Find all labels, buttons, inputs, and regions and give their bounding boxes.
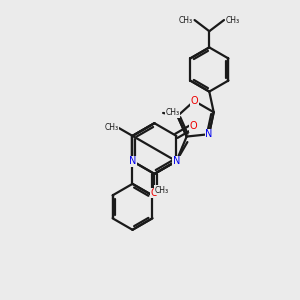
Text: CH₃: CH₃ <box>166 108 180 117</box>
Text: CH₃: CH₃ <box>154 185 169 194</box>
Text: O: O <box>190 96 198 106</box>
Text: CH₃: CH₃ <box>226 16 240 25</box>
Text: CH₃: CH₃ <box>104 123 118 132</box>
Text: O: O <box>189 121 197 131</box>
Text: N: N <box>173 156 180 166</box>
Text: O: O <box>151 188 158 198</box>
Text: N: N <box>205 129 213 139</box>
Text: CH₃: CH₃ <box>179 16 193 25</box>
Text: N: N <box>129 156 136 166</box>
Text: N: N <box>173 156 180 166</box>
